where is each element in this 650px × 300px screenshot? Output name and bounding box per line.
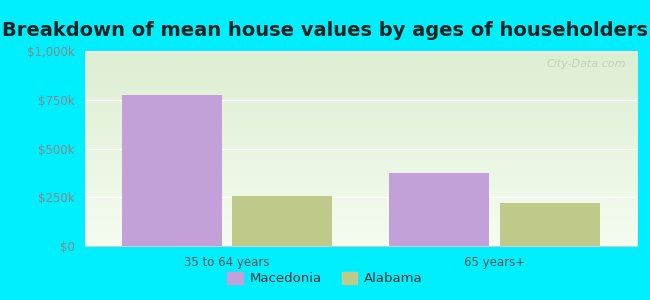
Bar	[233, 196, 332, 246]
Legend: Macedonia, Alabama: Macedonia, Alabama	[222, 266, 428, 290]
Bar	[500, 203, 599, 246]
Text: City-Data.com: City-Data.com	[547, 59, 626, 69]
Text: Breakdown of mean house values by ages of householders: Breakdown of mean house values by ages o…	[2, 21, 648, 40]
Bar	[122, 95, 222, 246]
Bar	[389, 173, 489, 246]
